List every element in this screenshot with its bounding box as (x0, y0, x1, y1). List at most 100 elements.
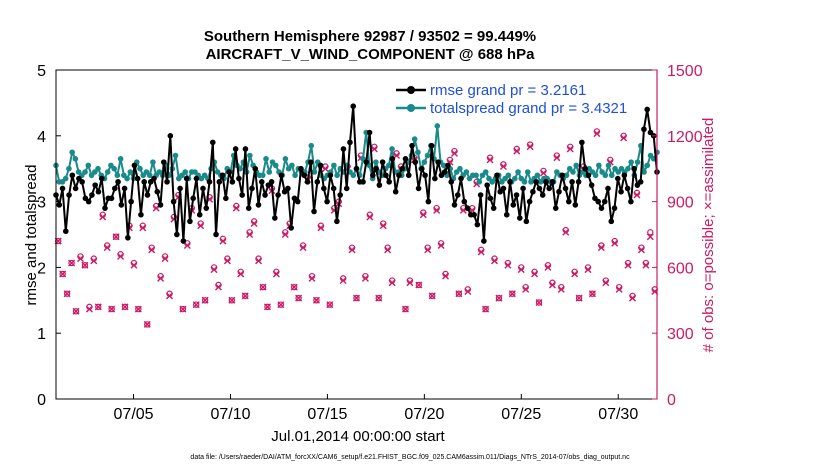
obs-assimilated-point (633, 191, 641, 199)
plot-frame (55, 69, 658, 400)
rmse-point (533, 179, 539, 185)
rmse-point (92, 182, 98, 188)
rmse-point (242, 146, 249, 152)
rmse-point (337, 192, 343, 198)
obs-assimilated-point (366, 213, 374, 221)
rmse-point (392, 188, 399, 195)
totalspread-point (602, 172, 609, 179)
legend-spread-marker (407, 104, 415, 112)
totalspread-point (172, 152, 179, 159)
totalspread-point (331, 162, 337, 169)
totalspread-point (592, 172, 599, 179)
right-tick-label: 300 (667, 326, 694, 343)
rmse-point (164, 179, 170, 185)
rmse-point (396, 172, 402, 179)
totalspread-point (150, 159, 156, 165)
x-tick-label: 07/25 (501, 406, 541, 423)
rmse-point (102, 205, 108, 211)
rmse-point (98, 175, 105, 182)
rmse-point (373, 165, 379, 172)
obs-assimilated-point (223, 257, 231, 265)
totalspread-point (534, 172, 541, 179)
totalspread-point (563, 172, 570, 179)
rmse-point (62, 228, 69, 235)
rmse-layer (53, 103, 660, 244)
obs-assimilated-point (642, 261, 650, 269)
rmse-point (288, 225, 294, 231)
left-tick-label: 2 (37, 260, 46, 277)
obs-assimilated-point (263, 303, 271, 311)
obs-possible-point (295, 294, 302, 302)
rmse-point (138, 211, 144, 218)
rmse-point (556, 188, 562, 195)
obs-assimilated-point (419, 211, 427, 219)
obs-possible-point (259, 283, 267, 291)
rmse-point (441, 169, 448, 175)
rmse-point (118, 202, 125, 208)
obs-possible-point (290, 283, 298, 291)
obs-assimilated-point (277, 301, 285, 309)
rmse-point (206, 179, 213, 185)
obs-assimilated-point (602, 279, 610, 287)
rmse-point (69, 172, 76, 179)
rmse-point (477, 192, 484, 198)
rmse-point (585, 172, 592, 179)
obs-assimilated-point (68, 259, 76, 267)
obs-assimilated-point (370, 145, 378, 153)
rmse-point (144, 192, 151, 198)
obs-assimilated-point (63, 290, 71, 298)
rmse-point (311, 208, 317, 215)
rmse-point (579, 139, 585, 146)
rmse-point (615, 175, 621, 182)
rmse-point (190, 195, 196, 202)
obs-assimilated-point (281, 231, 289, 238)
obs-assimilated-point (72, 307, 80, 315)
rmse-point (552, 205, 559, 211)
obs-assimilated-point (295, 294, 303, 302)
rmse-point (134, 175, 141, 182)
obs-assimilated-point (464, 288, 472, 296)
obs-assimilated-point (433, 206, 441, 214)
rmse-point (167, 133, 174, 139)
rmse-point (566, 198, 572, 205)
obs-assimilated-point (562, 228, 570, 236)
rmse-point (513, 192, 520, 198)
obs-possible-point (535, 299, 543, 306)
chart-title-line2: AIRCRAFT_V_WIND_COMPONENT @ 688 hPa (206, 46, 536, 63)
totalspread-point (628, 159, 634, 165)
rmse-point (304, 179, 311, 185)
rmse-point (422, 172, 428, 179)
obs-assimilated-point (326, 301, 334, 309)
obs-possible-point (228, 297, 236, 304)
rmse-point (108, 195, 115, 202)
rmse-point (628, 198, 634, 205)
rmse-point (200, 185, 206, 192)
obs-assimilated-point (237, 270, 245, 278)
obs-assimilated-point (121, 303, 129, 311)
rmse-point (595, 198, 602, 205)
totalspread-point (482, 169, 489, 175)
rmse-point (255, 202, 262, 208)
rmse-point (389, 156, 396, 162)
obs-assimilated-point (117, 252, 125, 260)
obs-assimilated-point (161, 255, 169, 263)
totalspread-point (515, 169, 521, 175)
obs-assimilated-point (553, 154, 561, 162)
obs-assimilated-point (535, 298, 543, 306)
rmse-point (611, 205, 618, 211)
totalspread-point (104, 169, 111, 175)
obs-assimilated-point (112, 233, 120, 241)
rmse-point (330, 185, 337, 192)
rmse-point (484, 182, 490, 188)
rmse-point (151, 175, 157, 182)
totalspread-point (282, 156, 289, 162)
obs-assimilated-point (348, 246, 356, 254)
obs-assimilated-point (499, 163, 507, 171)
rmse-point (526, 198, 533, 205)
rmse-point (226, 169, 232, 175)
x-tick-label: 07/15 (307, 406, 347, 423)
rmse-point (376, 182, 383, 188)
obs-possible-point (495, 294, 503, 302)
obs-assimilated-point (157, 274, 165, 282)
obs-assimilated-point (629, 294, 637, 302)
